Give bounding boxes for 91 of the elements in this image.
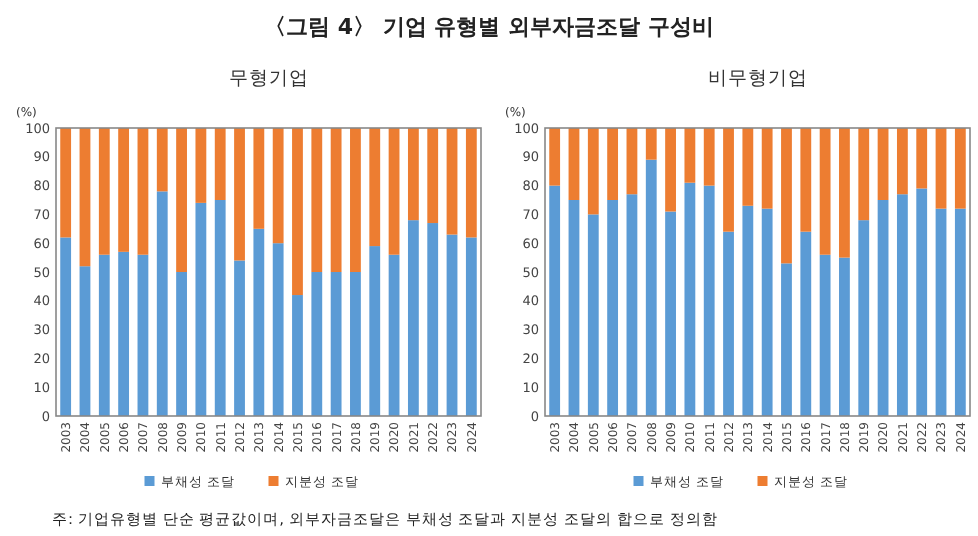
bar (800, 231, 812, 416)
bar (234, 128, 245, 261)
bar (781, 263, 792, 416)
bar (935, 128, 947, 209)
bar (388, 254, 400, 416)
bar (626, 128, 638, 195)
bar (350, 128, 361, 272)
bar (118, 251, 130, 416)
bar (272, 128, 284, 244)
bar (607, 200, 619, 416)
bar (407, 220, 419, 416)
bar (465, 237, 477, 416)
bar (761, 208, 773, 416)
bar (665, 128, 676, 212)
bar (568, 128, 580, 200)
bar (195, 202, 207, 416)
bar (292, 295, 303, 416)
bar (407, 128, 419, 221)
bar (137, 128, 149, 255)
bar (369, 246, 381, 416)
bar (858, 128, 870, 221)
bar (645, 128, 657, 160)
bar (703, 128, 715, 186)
bar (311, 272, 323, 416)
bar (549, 185, 561, 416)
bar (388, 128, 400, 255)
bar (195, 128, 207, 203)
bar (272, 243, 284, 416)
bar (877, 128, 889, 200)
bar (253, 228, 265, 416)
bar (156, 128, 168, 192)
bar (427, 223, 439, 416)
chart-subtitle: 비무형기업 (707, 68, 808, 90)
bar (896, 128, 908, 195)
bar (465, 128, 477, 238)
bar (311, 128, 323, 272)
bar (156, 191, 168, 416)
bar (60, 128, 72, 238)
bar (98, 254, 110, 416)
bar (607, 128, 619, 200)
bar (877, 200, 889, 416)
bar (665, 211, 676, 416)
bar (954, 208, 966, 416)
bar (742, 128, 754, 206)
bar (954, 128, 966, 209)
bar (369, 128, 381, 247)
chart-title: 〈그림 4〉 기업 유형별 외부자금조달 구성비 (264, 14, 714, 40)
bar (427, 128, 439, 224)
chart-subtitle: 무형기업 (228, 68, 309, 90)
bar (292, 128, 303, 296)
bar (839, 257, 850, 416)
bar (626, 194, 638, 416)
bar (896, 194, 908, 416)
bar (446, 234, 458, 416)
bar (703, 185, 715, 416)
bar (916, 188, 928, 416)
bar (645, 159, 657, 416)
bar (587, 128, 599, 215)
bar (350, 272, 361, 416)
bar (79, 266, 91, 416)
bar (684, 182, 696, 416)
bar (234, 260, 245, 416)
bar (79, 128, 91, 267)
bar (723, 231, 734, 416)
bar (839, 128, 850, 258)
bar (118, 128, 130, 252)
bar (253, 128, 265, 229)
bar (761, 128, 773, 209)
bar (214, 200, 226, 416)
bar (330, 128, 342, 272)
bar (176, 128, 187, 272)
bar (935, 208, 947, 416)
bar (723, 128, 734, 232)
bar (858, 220, 870, 416)
bar (800, 128, 812, 232)
bar (60, 237, 72, 416)
bar (137, 254, 149, 416)
bar (98, 128, 110, 255)
bar (330, 272, 342, 416)
bar (446, 128, 458, 235)
bar (568, 200, 580, 416)
bar (176, 272, 187, 416)
bar (916, 128, 928, 189)
bar (684, 128, 696, 183)
bar (819, 254, 831, 416)
bar (819, 128, 831, 255)
bar (214, 128, 226, 200)
bar (781, 128, 792, 264)
bar (549, 128, 561, 186)
bar (587, 214, 599, 416)
bar (742, 205, 754, 416)
